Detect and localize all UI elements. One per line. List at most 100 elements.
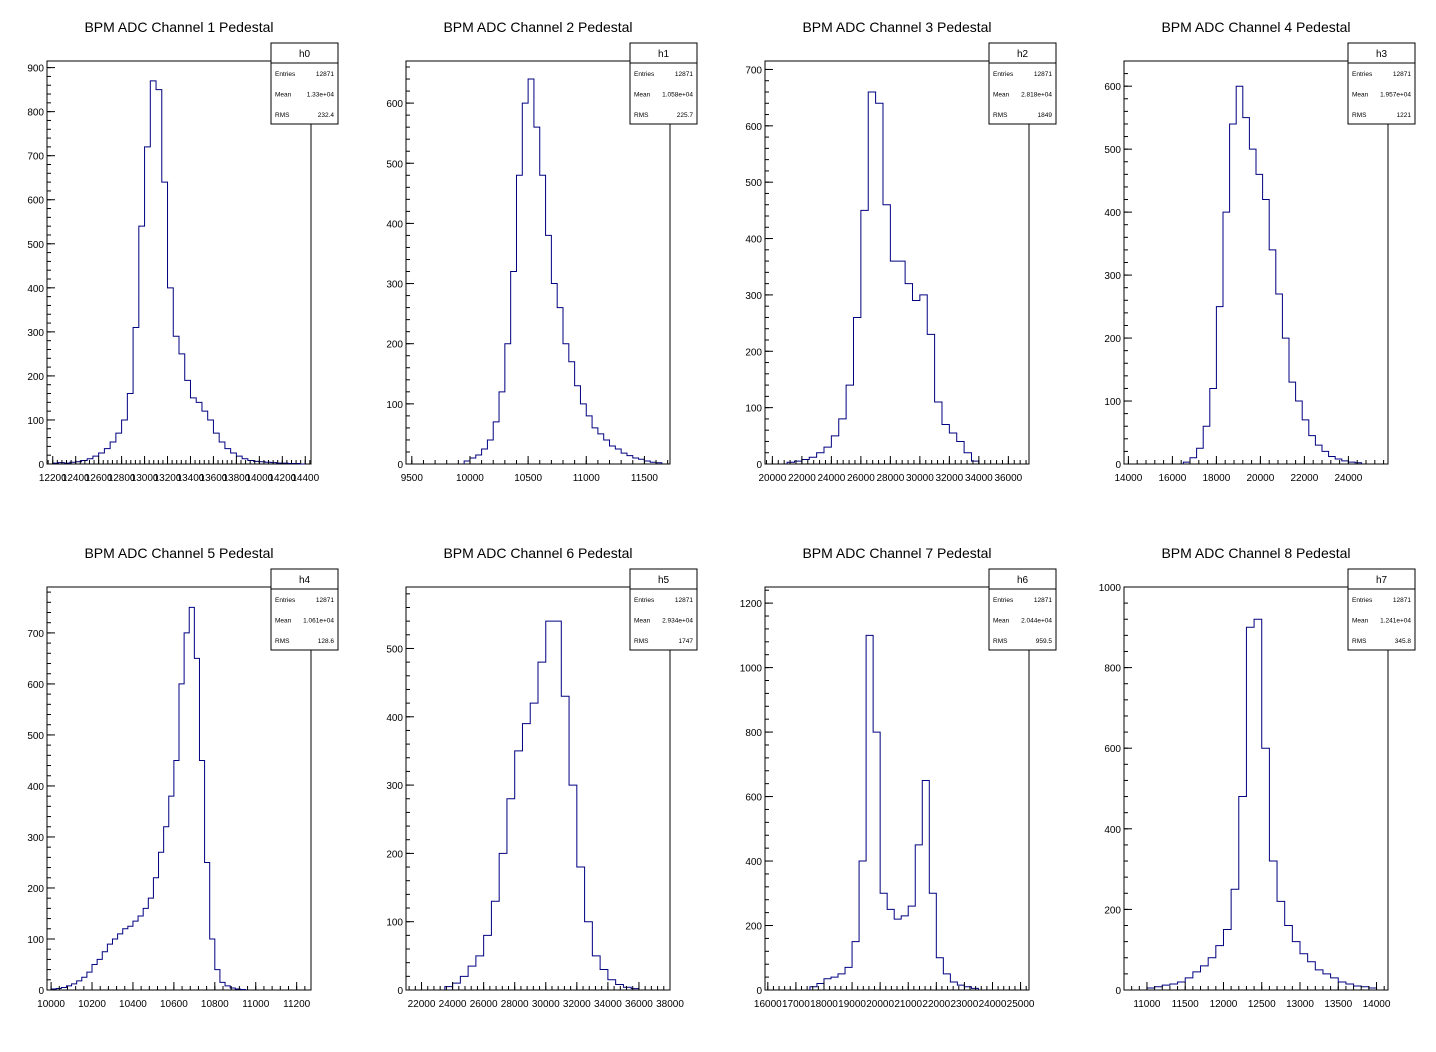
stats-value-entries: 12871 <box>675 597 693 604</box>
histogram-bin <box>164 827 169 990</box>
histogram-bin <box>598 434 604 464</box>
x-tick-label: 11500 <box>1172 999 1200 1010</box>
x-tick-label: 10200 <box>78 999 106 1010</box>
stats-label-mean: Mean <box>993 618 1010 625</box>
y-tick-label: 100 <box>27 935 44 946</box>
stats-value-entries: 12871 <box>1034 597 1052 604</box>
x-tick-label: 16000 <box>754 999 782 1010</box>
x-tick-label: 12500 <box>1248 999 1276 1010</box>
x-tick-label: 10000 <box>37 999 65 1010</box>
histogram-bin <box>1277 901 1285 990</box>
histogram-bin <box>546 235 552 464</box>
histogram-bin <box>87 459 93 464</box>
stats-box-frame <box>988 42 1057 125</box>
histogram-bin <box>225 449 231 464</box>
histogram-bin <box>831 436 838 464</box>
x-tick-label: 34000 <box>594 999 622 1010</box>
histogram-bin <box>499 392 505 464</box>
histogram-bin <box>468 966 476 990</box>
histogram-bin <box>104 449 110 464</box>
stats-hist-name: h6 <box>1017 575 1029 586</box>
stats-value-entries: 12871 <box>316 597 334 604</box>
histogram-bin <box>927 334 934 464</box>
x-tick-label: 22000 <box>788 473 816 484</box>
y-tick-label: 0 <box>1115 986 1121 997</box>
histogram-line <box>52 80 306 465</box>
stats-label-rms: RMS <box>1352 638 1367 645</box>
y-tick-label: 600 <box>745 122 762 133</box>
histogram-bin <box>908 906 915 990</box>
stats-label-rms: RMS <box>275 112 290 119</box>
histogram-bin <box>563 344 569 464</box>
chart-title: BPM ADC Channel 2 Pedestal <box>443 19 632 35</box>
histogram-svg-7: BPM ADC Channel 7 Pedestal 16000 17000 1800… <box>740 545 1057 1010</box>
histogram-bin <box>859 861 866 990</box>
y-tick-label: 500 <box>27 240 44 251</box>
y-tick-label: 200 <box>27 884 44 895</box>
y-tick-label: 100 <box>745 404 762 415</box>
histogram-bin <box>950 982 957 990</box>
histogram-bin <box>515 751 523 990</box>
histogram-line <box>50 606 247 990</box>
histogram-bin <box>194 658 199 990</box>
x-tick-label: 10000 <box>456 473 484 484</box>
histogram-bin <box>534 127 540 464</box>
histogram-bin <box>1236 86 1243 464</box>
chart-title: BPM ADC Channel 6 Pedestal <box>443 545 632 561</box>
histogram-bin <box>1170 984 1178 990</box>
stats-box-frame <box>1347 42 1416 125</box>
y-tick-label: 400 <box>386 219 403 230</box>
x-tick-label: 13000 <box>1286 999 1314 1010</box>
x-tick-label: 32000 <box>935 473 963 484</box>
histogram-bin <box>1269 861 1277 990</box>
x-tick-label: 13200 <box>154 473 182 484</box>
histogram-bin <box>530 703 538 990</box>
stats-value-entries: 12871 <box>1393 597 1411 604</box>
histogram-bin <box>604 440 610 464</box>
histogram-bin <box>901 916 908 990</box>
x-tick-label: 24000 <box>817 473 845 484</box>
histogram-pad-5: BPM ADC Channel 5 Pedestal 10000 10200 1040… <box>0 526 359 1052</box>
histogram-bin <box>1249 149 1256 464</box>
histogram-bin <box>943 974 950 990</box>
histogram-bin <box>580 404 586 464</box>
histogram-bin <box>1331 978 1339 990</box>
histogram-bin <box>1309 436 1316 464</box>
histogram-bin <box>1210 388 1217 464</box>
x-tick-label: 12600 <box>85 473 113 484</box>
histogram-bin <box>942 425 949 464</box>
histogram-bin <box>215 970 220 990</box>
histogram-bin <box>1276 294 1283 464</box>
histogram-bin <box>1246 627 1254 990</box>
y-tick-label: 400 <box>27 284 44 295</box>
x-tick-label: 38000 <box>656 999 684 1010</box>
y-tick-label: 600 <box>27 680 44 691</box>
histogram-bin <box>148 898 153 990</box>
y-tick-label: 300 <box>386 781 403 792</box>
histogram-bin <box>82 977 87 990</box>
histogram-bin <box>210 939 215 990</box>
histogram-bin <box>585 922 593 990</box>
histogram-bin <box>592 956 600 990</box>
y-tick-label: 500 <box>27 731 44 742</box>
histogram-bin <box>122 420 128 464</box>
stats-label-mean: Mean <box>634 618 651 625</box>
histogram-bin <box>107 944 112 990</box>
histogram-bin <box>1178 982 1186 990</box>
histogram-bin <box>150 81 156 464</box>
x-tick-label: 28000 <box>876 473 904 484</box>
histogram-bin <box>1300 954 1308 990</box>
plot-frame <box>405 586 671 991</box>
x-tick-label: 11000 <box>573 473 601 484</box>
y-tick-label: 800 <box>27 108 44 119</box>
histogram-bin <box>894 919 901 990</box>
histogram-bin <box>213 433 219 464</box>
y-tick-label: 100 <box>386 400 403 411</box>
stats-label-entries: Entries <box>993 597 1014 604</box>
histogram-bin <box>159 852 164 990</box>
histogram-bin <box>868 92 875 464</box>
x-tick-label: 36000 <box>994 473 1022 484</box>
y-tick-label: 700 <box>27 152 44 163</box>
histogram-line <box>809 634 979 990</box>
histogram-bin <box>1162 985 1170 990</box>
